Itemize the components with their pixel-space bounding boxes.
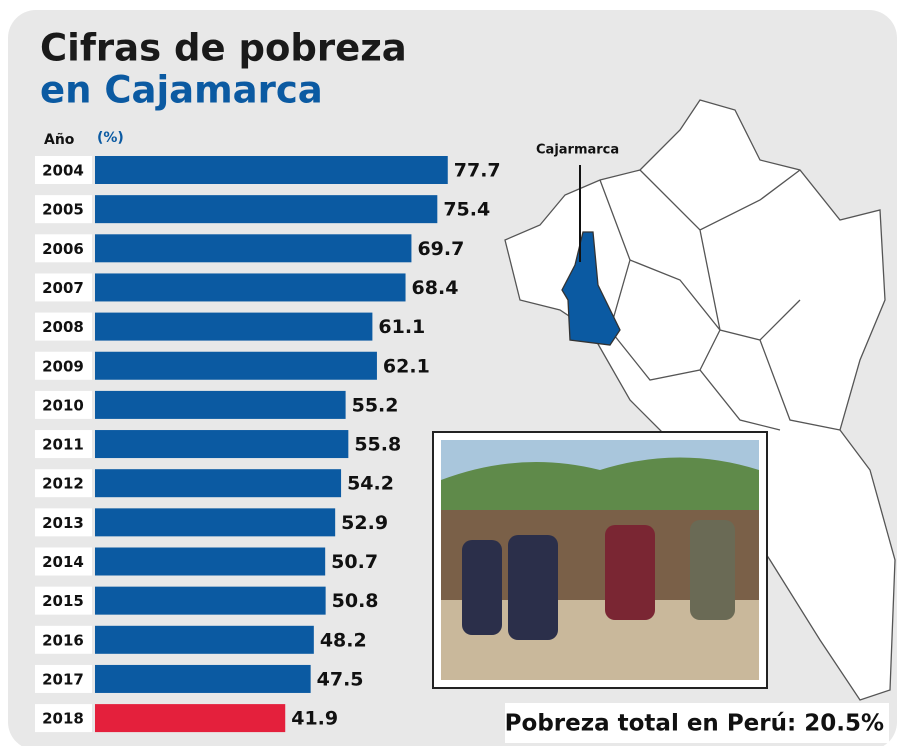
category-label: 2013 [42,514,84,532]
value-label: 55.2 [352,394,399,416]
category-label: 2011 [42,436,84,454]
bar [95,664,311,693]
category-box [35,625,92,654]
bar [95,234,412,263]
category-label: 2012 [42,475,84,493]
category-box [35,586,92,615]
category-label: 2018 [42,710,84,728]
category-label: 2007 [42,279,84,297]
category-box [35,664,92,693]
category-box [35,195,92,224]
bar [95,625,314,654]
category-label: 2008 [42,318,84,336]
category-box [35,351,92,380]
peru-outline [504,99,896,701]
category-label: 2005 [42,201,84,219]
value-label: 55.8 [354,434,401,456]
bar [95,273,406,302]
category-label: 2004 [42,162,84,180]
value-label: 41.9 [291,708,338,730]
value-label: 50.8 [332,590,379,612]
bar [95,508,336,537]
bar [95,704,286,733]
category-label: 2016 [42,631,84,649]
category-box [35,547,92,576]
map [504,99,896,701]
category-box [35,430,92,459]
bar [95,430,349,459]
category-box [35,156,92,184]
chart-title: Cifras de pobreza [40,27,407,70]
category-box [35,508,92,537]
category-box [35,234,92,263]
value-label: 68.4 [412,277,459,299]
bar [95,195,438,224]
bar [95,156,448,184]
value-label: 75.4 [443,199,490,221]
value-label: 47.5 [317,668,364,690]
category-label: Año [44,132,75,148]
photo [432,431,768,689]
value-label: 69.7 [417,238,464,260]
photo-person [690,520,735,620]
value-label: 61.1 [378,316,425,338]
value-label: 62.1 [383,355,430,377]
category-label: 2009 [42,357,84,375]
value-label: 77.7 [454,160,501,182]
bar [95,586,326,615]
category-box [35,704,92,733]
value-label: (%) [97,130,124,146]
category-box [35,390,92,419]
chart-subtitle: en Cajamarca [40,69,323,112]
bar [95,390,346,419]
value-label: 52.9 [341,512,388,534]
map-label: Cajarmarca [536,143,619,158]
category-label: 2006 [42,240,84,258]
cajamarca-region [561,231,621,346]
bar [95,469,342,498]
category-label: 2014 [42,553,84,571]
annotation: Pobreza total en Perú: 20.5% [505,711,884,737]
category-box [35,469,92,498]
category-box [35,273,92,302]
value-label: 50.7 [331,551,378,573]
value-label: 48.2 [320,629,367,651]
annotation-box [505,703,889,743]
map-borders [599,169,841,431]
value-label: 54.2 [347,473,394,495]
category-label: 2017 [42,670,84,688]
bar [95,351,377,380]
category-label: 2010 [42,396,84,414]
photo-person [508,535,558,640]
bar [95,312,373,341]
category-box [35,312,92,341]
bar [95,547,326,576]
category-label: 2015 [42,592,84,610]
photo-person [605,525,655,620]
photo-person [462,540,502,635]
